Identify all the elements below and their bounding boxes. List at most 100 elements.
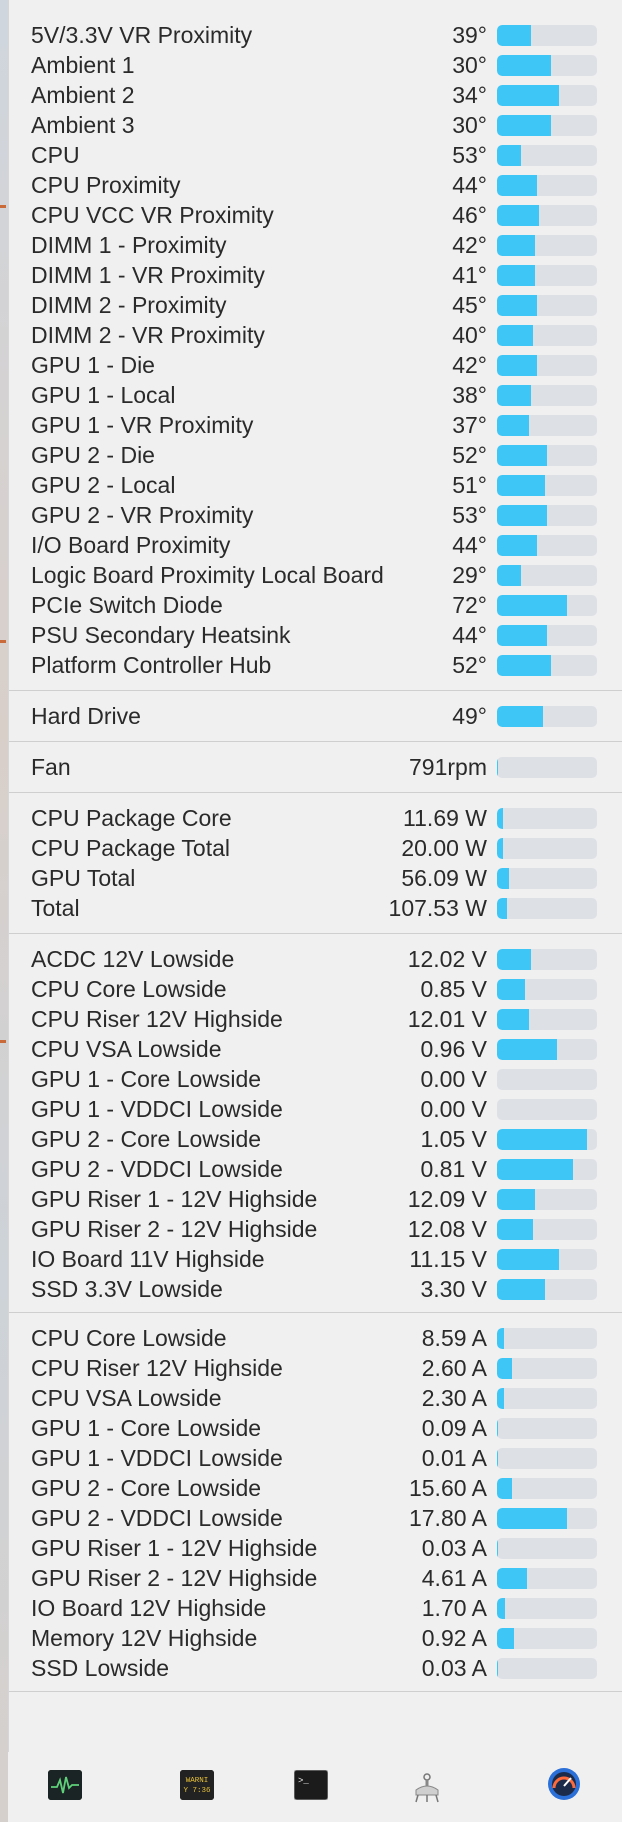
background-accent (0, 205, 6, 208)
sensor-value: 53° (452, 502, 487, 528)
terminal-button[interactable]: >_ (294, 1770, 328, 1800)
sensor-level-bar (497, 1189, 597, 1210)
sensor-level-bar (497, 1388, 597, 1409)
sensor-level-fill (497, 415, 529, 436)
sensor-row: Ambient 2 34° (9, 80, 622, 110)
sensor-level-fill (497, 1009, 529, 1030)
sensor-row: CPU Package Total 20.00 W (9, 833, 622, 863)
sensor-row: GPU Riser 2 - 12V Highside 12.08 V (9, 1214, 622, 1244)
sensor-level-bar (497, 1418, 597, 1439)
sensor-row: GPU 2 - VDDCI Lowside 17.80 A (9, 1503, 622, 1533)
sensor-label: CPU Riser 12V Highside (31, 1355, 283, 1381)
sensor-level-fill (497, 1328, 504, 1349)
sensor-level-fill (497, 808, 503, 829)
console-icon-text2: Y 7:36 (183, 1787, 211, 1795)
sensor-level-bar (497, 838, 597, 859)
sensor-value: 45° (452, 292, 487, 318)
sensor-label: DIMM 2 - VR Proximity (31, 322, 265, 348)
sensor-label: GPU 1 - Core Lowside (31, 1415, 262, 1441)
sensor-label: GPU 2 - Core Lowside (31, 1126, 262, 1152)
sensor-value: 20.00 W (401, 835, 487, 861)
sensor-level-bar (497, 1598, 597, 1619)
sensor-row: IO Board 12V Highside 1.70 A (9, 1593, 622, 1623)
sensor-value: 107.53 W (388, 895, 487, 921)
sensor-value: 15.60 A (408, 1475, 487, 1501)
sensor-label: IO Board 11V Highside (31, 1246, 265, 1272)
activity-monitor-button[interactable] (48, 1770, 82, 1800)
sensor-level-bar (497, 385, 597, 406)
sensor-level-fill (497, 1628, 514, 1649)
sensor-value: 42° (452, 232, 487, 258)
system-information-icon (415, 1773, 439, 1803)
sensor-row: CPU VSA Lowside 0.96 V (9, 1034, 622, 1064)
sensor-value: 11.69 W (403, 805, 487, 831)
sensor-label: GPU 2 - VDDCI Lowside (31, 1505, 283, 1531)
sensor-value: 3.30 V (420, 1276, 488, 1302)
sensor-level-fill (497, 445, 547, 466)
sensor-row: GPU 1 - VDDCI Lowside 0.00 V (9, 1094, 622, 1124)
sensor-level-fill (497, 1538, 498, 1559)
sensor-level-fill (497, 1568, 527, 1589)
sensor-label: GPU 1 - VDDCI Lowside (31, 1096, 283, 1122)
sensor-level-fill (497, 115, 551, 136)
sensor-level-fill (497, 1448, 498, 1469)
sensor-row: GPU Riser 1 - 12V Highside 12.09 V (9, 1184, 622, 1214)
istat-menus-button[interactable] (546, 1766, 580, 1800)
sensor-level-fill (497, 205, 539, 226)
sensor-row: Total 107.53 W (9, 893, 622, 923)
sensor-label: CPU Package Total (31, 835, 231, 861)
sensor-row: PCIe Switch Diode 72° (9, 590, 622, 620)
sensor-level-bar (497, 355, 597, 376)
sensor-section: Fan 791rpm (9, 742, 622, 793)
system-information-button[interactable] (410, 1770, 444, 1803)
activity-monitor-icon (48, 1770, 82, 1800)
sensor-level-fill (497, 757, 498, 778)
sensor-level-bar (497, 145, 597, 166)
sensor-level-bar (497, 295, 597, 316)
sensor-row: GPU 2 - VR Proximity 53° (9, 500, 622, 530)
sensor-level-fill (497, 1219, 533, 1240)
sensor-label: GPU Total (31, 865, 136, 891)
sensor-level-bar (497, 175, 597, 196)
sensor-level-fill (497, 235, 535, 256)
sensor-value: 0.03 A (421, 1655, 487, 1681)
sensor-value: 39° (452, 22, 487, 48)
sensor-value: 44° (452, 172, 487, 198)
sensor-row: Fan 791rpm (9, 752, 622, 782)
sensor-level-fill (497, 1418, 498, 1439)
sensor-level-bar (497, 85, 597, 106)
sensor-level-bar (497, 1159, 597, 1180)
sensor-value: 51° (452, 472, 487, 498)
sensor-level-fill (497, 898, 507, 919)
sensor-label: Ambient 2 (31, 82, 135, 108)
sensor-value: 0.00 V (420, 1066, 488, 1092)
sensor-row: DIMM 2 - Proximity 45° (9, 290, 622, 320)
sensor-value: 1.70 A (421, 1595, 487, 1621)
console-button[interactable]: WARNI Y 7:36 (180, 1770, 214, 1800)
sensor-value: 0.96 V (420, 1036, 488, 1062)
sensor-value: 38° (452, 382, 487, 408)
sensor-value: 46° (452, 202, 487, 228)
sensor-level-fill (497, 1358, 512, 1379)
sensors-dropdown-panel: 5V/3.3V VR Proximity 39° Ambient 1 30° Ambie… (8, 0, 622, 1822)
sensor-label: PCIe Switch Diode (31, 592, 223, 618)
sensor-label: GPU 1 - VR Proximity (31, 412, 254, 438)
sensor-row: SSD 3.3V Lowside 3.30 V (9, 1274, 622, 1304)
sensor-level-bar (497, 706, 597, 727)
sensor-value: 40° (452, 322, 487, 348)
sensor-level-fill (497, 1388, 504, 1409)
sensor-section: Hard Drive 49° (9, 691, 622, 742)
sensor-value: 0.92 A (421, 1625, 487, 1651)
console-icon-text: WARNI (186, 1777, 209, 1785)
sensor-row: CPU Core Lowside 0.85 V (9, 974, 622, 1004)
sensor-label: ACDC 12V Lowside (31, 946, 235, 972)
sensor-value: 0.00 V (420, 1096, 488, 1122)
sensor-level-bar (497, 1358, 597, 1379)
sensor-level-fill (497, 385, 531, 406)
sensor-label: Fan (31, 754, 71, 780)
sensor-level-fill (497, 1159, 573, 1180)
sensor-row: DIMM 1 - VR Proximity 41° (9, 260, 622, 290)
sensor-level-bar (497, 1448, 597, 1469)
sensor-level-fill (497, 1658, 498, 1679)
sensor-row: GPU 2 - Die 52° (9, 440, 622, 470)
